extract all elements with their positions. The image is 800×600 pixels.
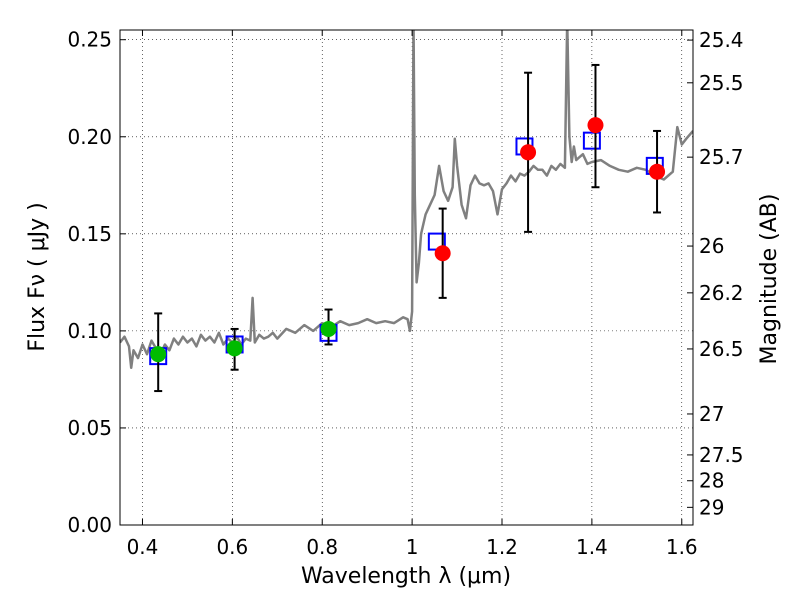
plot-frame (119, 29, 694, 526)
model-photometry-square (582, 131, 601, 150)
y-tick-label: 0.10 (67, 319, 112, 343)
x-tick-label: 0.8 (306, 535, 338, 559)
mag-tick-label: 25.4 (699, 28, 744, 52)
mag-tick-label: 25.5 (699, 71, 744, 95)
axes: 0.4 0.6 0.8 1 1.2 1.4 1.6 0.00 0.05 0.10 0.15 0.20 0… (67, 28, 743, 559)
observed-point (434, 245, 451, 262)
right-axis-label: Magnitude (AB) (757, 194, 782, 365)
model-spectrum-line (120, 30, 693, 370)
mag-tick-label: 26.2 (699, 281, 744, 305)
plot-area (120, 30, 693, 370)
markers (149, 63, 666, 393)
observed-point (649, 163, 666, 180)
y-tick-label: 0.20 (67, 125, 112, 149)
x-tick-label: 0.4 (127, 535, 159, 559)
observed-point (226, 340, 243, 357)
x-tick-label: 1 (406, 535, 419, 559)
mag-tick-label: 29 (699, 495, 724, 519)
x-tick-label: 0.6 (216, 535, 248, 559)
mag-tick-label: 26.5 (699, 337, 744, 361)
x-axis-label: Wavelength λ (μm) (301, 564, 511, 589)
mag-tick-label: 28 (699, 469, 724, 493)
y-tick-label: 0.05 (67, 416, 112, 440)
y-tick-label: 0.15 (67, 222, 112, 246)
mag-tick-label: 26 (699, 234, 724, 258)
observed-point (320, 320, 337, 337)
mag-tick-label: 27 (699, 402, 724, 426)
mag-tick-label: 27.5 (699, 443, 744, 467)
x-tick-label: 1.2 (486, 535, 518, 559)
y-tick-label: 0.00 (67, 513, 112, 537)
x-tick-label: 1.6 (666, 535, 698, 559)
observed-point (520, 144, 537, 161)
observed-point (587, 117, 604, 134)
x-tick-label: 1.4 (576, 535, 608, 559)
y-tick-label: 0.25 (67, 28, 112, 52)
mag-tick-label: 25.7 (699, 145, 744, 169)
grid (120, 30, 693, 526)
observed-point (150, 346, 167, 363)
y-axis-label: Flux Fν ( μJy ) (25, 202, 50, 351)
